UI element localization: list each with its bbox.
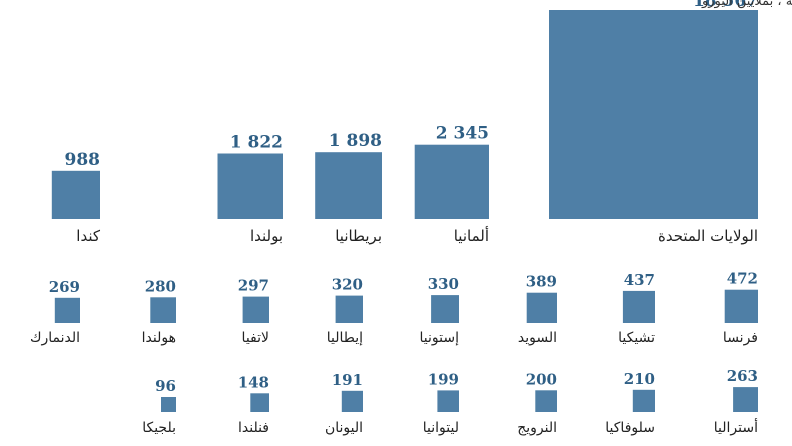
square-mark bbox=[431, 295, 459, 323]
square-mark bbox=[51, 170, 100, 219]
value-label: 263 bbox=[727, 367, 758, 385]
square-mark bbox=[414, 144, 489, 219]
country-label: إستونيا bbox=[420, 330, 460, 346]
country-label: بولندا bbox=[250, 227, 283, 245]
square-mark bbox=[217, 153, 283, 219]
square-mark bbox=[250, 393, 269, 412]
square-mark bbox=[437, 390, 459, 412]
value-label: 1 898 bbox=[329, 131, 382, 151]
value-label: 200 bbox=[526, 370, 557, 388]
square-mark bbox=[535, 390, 557, 412]
country-label: بلجيكا bbox=[142, 420, 176, 436]
country-label: تشيكيا bbox=[618, 330, 655, 346]
value-label: 1 822 bbox=[230, 133, 283, 153]
value-label: 320 bbox=[332, 276, 363, 294]
value-label: 191 bbox=[332, 371, 363, 389]
country-label: السويد bbox=[518, 330, 557, 346]
value-label: 2 345 bbox=[436, 124, 489, 144]
value-label: 437 bbox=[624, 271, 655, 289]
value-label: 199 bbox=[428, 370, 459, 388]
country-label: بريطانيا bbox=[335, 227, 382, 245]
square-mark bbox=[335, 295, 363, 323]
country-label: الولايات المتحدة bbox=[658, 227, 758, 245]
country-label: لاتفيا bbox=[242, 330, 269, 346]
chart-subtitle: التزامات بتقديم مساعدات عسكرية عينية ، ب… bbox=[701, 0, 792, 9]
square-mark bbox=[315, 152, 382, 219]
country-label: هولندا bbox=[142, 330, 176, 346]
country-label: ليتوانيا bbox=[423, 420, 459, 436]
value-label: 988 bbox=[65, 150, 101, 170]
square-mark bbox=[549, 10, 758, 219]
square-mark bbox=[161, 397, 176, 412]
square-mark bbox=[54, 297, 80, 323]
square-mark bbox=[632, 389, 655, 412]
total-value-label: 18 567 bbox=[693, 0, 758, 11]
value-label: 389 bbox=[526, 273, 557, 291]
square-mark bbox=[150, 297, 176, 323]
value-label: 472 bbox=[727, 270, 758, 288]
country-label: ألمانيا bbox=[454, 226, 489, 245]
country-label: فنلندا bbox=[238, 420, 269, 436]
value-label: 280 bbox=[145, 277, 176, 295]
country-label: سلوفاكيا bbox=[605, 420, 655, 436]
country-label: كندا bbox=[76, 227, 101, 245]
country-label: أستراليا bbox=[714, 418, 758, 436]
value-label: 96 bbox=[155, 377, 176, 395]
square-mark bbox=[526, 292, 557, 323]
square-mark bbox=[242, 296, 269, 323]
value-label: 148 bbox=[238, 373, 269, 391]
value-label: 330 bbox=[428, 275, 459, 293]
value-label: 210 bbox=[624, 370, 655, 388]
country-label: النرويج bbox=[517, 420, 557, 436]
value-label: 297 bbox=[238, 277, 269, 295]
chart-marks: الولايات المتحدة 2 345 ألمانيا 1 898 بريطاني… bbox=[30, 10, 758, 436]
square-mark bbox=[341, 390, 363, 412]
country-label: إيطاليا bbox=[327, 330, 363, 346]
square-mark bbox=[622, 290, 655, 323]
value-label: 269 bbox=[49, 278, 80, 296]
country-label: فرنسا bbox=[723, 330, 758, 346]
country-label: اليونان bbox=[325, 420, 363, 436]
country-label: الدنمارك bbox=[30, 330, 80, 346]
square-mark bbox=[733, 387, 758, 412]
square-mark bbox=[724, 289, 758, 323]
